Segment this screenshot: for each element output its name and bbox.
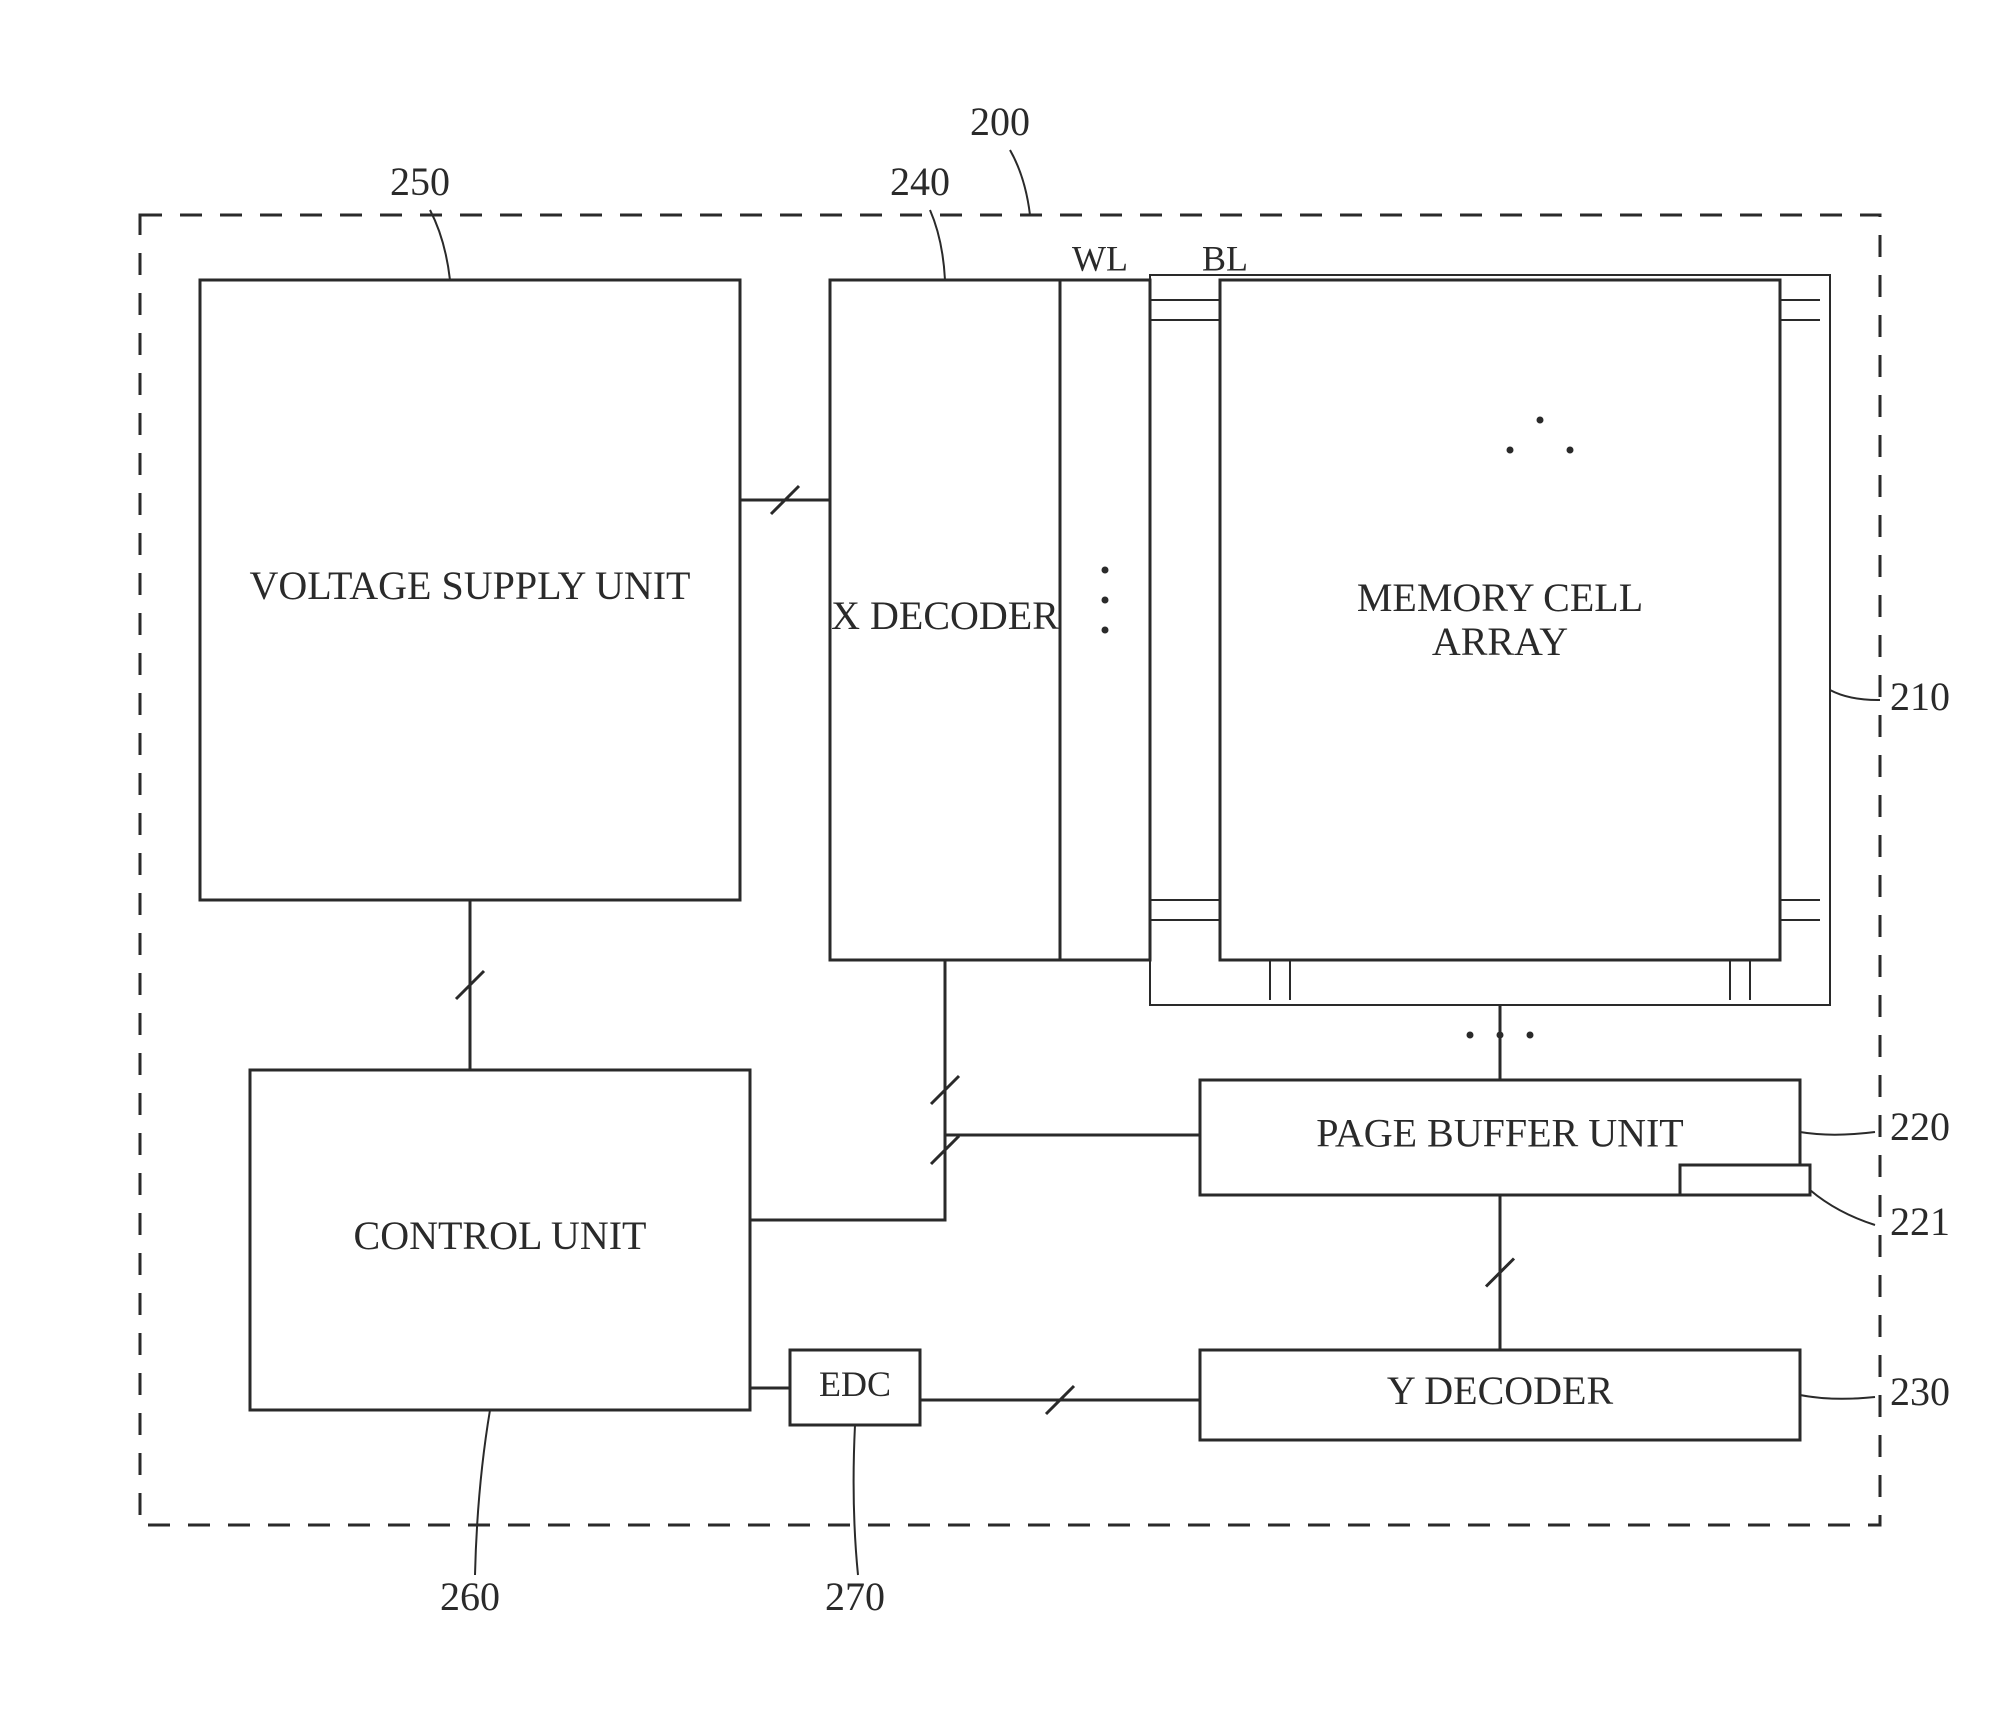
edc-label: EDC [819,1364,891,1404]
ref-270: 270 [825,1574,885,1619]
ref-230: 230 [1890,1369,1950,1414]
ref-200: 200 [970,99,1030,144]
ref-240: 240 [890,159,950,204]
block-diagram: 200 MEMORY CELLARRAY WL BL 210 VOLTAGE SUPPLY… [0,0,2015,1725]
ref-250: 250 [390,159,450,204]
bl-label: BL [1202,238,1248,278]
wl-bus-block [1060,280,1150,960]
ref-210: 210 [1890,674,1950,719]
ref-221: 221 [1890,1199,1950,1244]
y-decoder-label: Y DECODER [1387,1368,1614,1413]
ref-220: 220 [1890,1104,1950,1149]
page-buffer-label: PAGE BUFFER UNIT [1316,1111,1683,1156]
voltage-supply-label: VOLTAGE SUPPLY UNIT [250,563,691,608]
control-unit-label: CONTROL UNIT [354,1213,647,1258]
x-decoder-label: X DECODER [831,593,1059,638]
page-buffer-subblock [1680,1165,1810,1195]
memory-cell-array-label: MEMORY CELL [1357,575,1643,620]
wl-label: WL [1072,238,1128,278]
memory-cell-array-label2: ARRAY [1432,619,1568,664]
ref-260: 260 [440,1574,500,1619]
